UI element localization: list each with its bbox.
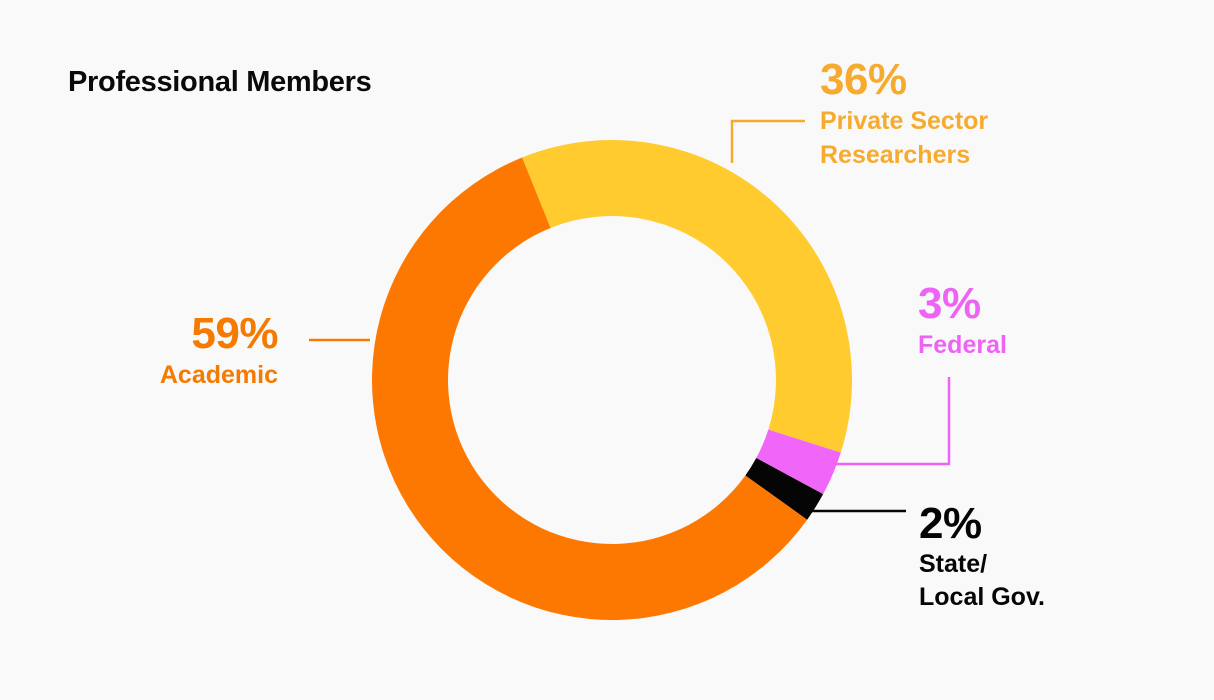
callout-private-sector: 36% Private Sector Researchers [820, 56, 988, 172]
data-label-federal-line1: Federal [918, 331, 1007, 359]
callout-academic: 59% Academic [128, 309, 279, 392]
data-label-state-local-percent: 2% [919, 499, 982, 548]
leader-lines [309, 119, 951, 513]
donut-slice-private-sector [522, 140, 852, 453]
donut-slices [371, 140, 852, 620]
data-label-academic-percent: 59% [191, 309, 278, 358]
data-label-private-sector-percent: 36% [820, 55, 907, 104]
data-label-state-local-line2: Local Gov. [919, 583, 1045, 611]
leader-line-federal [833, 377, 951, 466]
donut-slice-academic [371, 157, 808, 620]
data-label-private-sector-line2: Researchers [820, 141, 971, 169]
data-label-state-local-line1: State/ [919, 550, 988, 578]
callout-federal: 3% Federal [918, 280, 1007, 362]
data-label-academic-line1: Academic [159, 361, 278, 389]
chart-title: Professional Members [68, 66, 372, 98]
leader-line-private-sector [730, 119, 805, 163]
donut-slice-state-local [745, 458, 824, 520]
data-label-federal-percent: 3% [918, 279, 981, 328]
data-label-private-sector-line1: Private Sector [820, 107, 989, 135]
callout-state-local: 2% State/ Local Gov. [919, 500, 1045, 614]
donut-slice-federal [756, 429, 841, 495]
